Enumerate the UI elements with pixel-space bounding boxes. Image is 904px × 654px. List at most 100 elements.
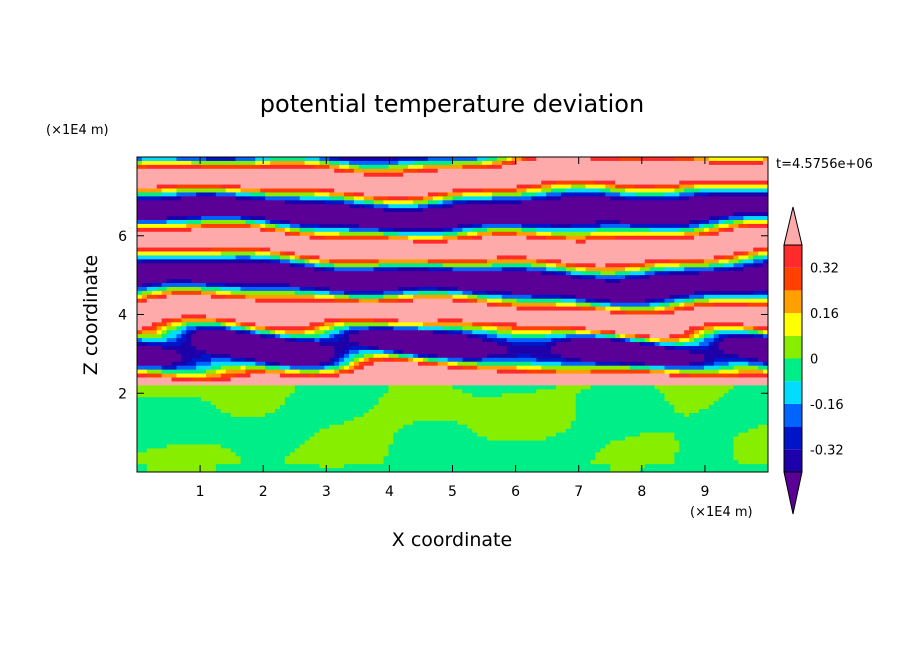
contour-cell bbox=[344, 353, 350, 359]
contour-cell bbox=[388, 204, 419, 209]
contour-cell bbox=[329, 290, 345, 296]
contour-cell bbox=[235, 196, 251, 201]
contour-cell bbox=[748, 428, 768, 434]
contour-cell bbox=[240, 184, 518, 190]
contour-cell bbox=[462, 330, 473, 335]
contour-cell bbox=[615, 330, 685, 335]
contour-cell bbox=[334, 369, 340, 375]
contour-cell bbox=[265, 334, 276, 339]
contour-cell bbox=[610, 440, 680, 446]
contour-cell bbox=[235, 330, 247, 335]
contour-cell bbox=[225, 294, 247, 300]
contour-cell bbox=[348, 204, 365, 209]
contour-cell bbox=[689, 361, 705, 367]
contour-cell bbox=[378, 263, 444, 268]
contour-cell bbox=[137, 428, 320, 434]
contour-cell bbox=[560, 338, 572, 343]
contour-cell bbox=[738, 460, 768, 465]
contour-cell bbox=[344, 464, 611, 469]
contour-cell bbox=[235, 452, 291, 457]
contour-cell bbox=[284, 401, 380, 406]
contour-cell bbox=[137, 235, 311, 241]
contour-cell bbox=[452, 200, 468, 205]
contour-cell bbox=[733, 212, 768, 217]
contour-cell bbox=[679, 369, 720, 375]
contour-cell bbox=[161, 188, 178, 194]
contour-cell bbox=[674, 342, 685, 347]
contour-cell bbox=[329, 259, 380, 264]
contour-cell bbox=[575, 239, 587, 245]
contour-cell bbox=[304, 330, 316, 335]
contour-cell bbox=[334, 353, 340, 359]
contour-cell bbox=[279, 405, 375, 410]
contour-cell bbox=[383, 208, 424, 213]
contour-cell bbox=[634, 338, 646, 343]
contour-cell bbox=[427, 353, 439, 359]
contour-cell bbox=[610, 330, 616, 335]
contour-cell bbox=[427, 259, 488, 264]
contour-cell bbox=[496, 326, 513, 331]
contour-cell bbox=[314, 286, 330, 292]
contour-cell bbox=[580, 357, 705, 363]
contour-cell bbox=[659, 342, 675, 347]
contour-cell bbox=[575, 397, 666, 402]
contour-cell bbox=[398, 286, 419, 292]
contour-cell bbox=[171, 361, 187, 367]
contour-cell bbox=[250, 373, 281, 379]
contour-cell bbox=[595, 456, 675, 461]
contour-cell bbox=[605, 184, 616, 190]
contour-cell bbox=[733, 456, 768, 461]
contour-cell bbox=[546, 334, 567, 339]
colorbar-label: 0.16 bbox=[810, 307, 839, 322]
contour-cell bbox=[245, 322, 256, 327]
contour-cell bbox=[487, 302, 498, 308]
contour-cell bbox=[605, 306, 621, 312]
contour-cell bbox=[689, 196, 768, 201]
x-tick-label: 3 bbox=[322, 484, 331, 500]
y-axis: 2 4 6 bbox=[118, 229, 768, 402]
contour-cell bbox=[703, 259, 720, 264]
contour-cell bbox=[516, 188, 528, 194]
contour-cell bbox=[181, 330, 187, 335]
contour-cell bbox=[575, 267, 587, 272]
contour-cell bbox=[329, 196, 345, 201]
contour-cell bbox=[398, 353, 409, 359]
contour-cell bbox=[728, 389, 768, 394]
contour-cell bbox=[250, 216, 266, 221]
contour-cell bbox=[279, 365, 291, 371]
contour-cell bbox=[137, 259, 143, 264]
contour-cell bbox=[560, 298, 577, 304]
contour-cell bbox=[723, 263, 735, 268]
contour-cell bbox=[610, 196, 626, 201]
contour-cell bbox=[763, 255, 768, 260]
contour-cell bbox=[487, 164, 503, 170]
contour-cell bbox=[689, 349, 725, 355]
contour-cell bbox=[491, 322, 518, 327]
contour-cell bbox=[590, 369, 651, 375]
contour-cell bbox=[191, 279, 606, 284]
contour-cell bbox=[575, 405, 675, 410]
contour-cell bbox=[270, 255, 281, 260]
contour-cell bbox=[137, 314, 182, 320]
contour-cell bbox=[255, 330, 261, 335]
contour-cell bbox=[196, 330, 237, 335]
contour-cell bbox=[166, 286, 202, 292]
contour-cell bbox=[348, 346, 370, 351]
contour-cell bbox=[432, 196, 444, 201]
contour-cell bbox=[151, 326, 158, 331]
contour-cell bbox=[723, 349, 768, 355]
contour-cell bbox=[437, 168, 768, 174]
contour-cell bbox=[733, 452, 768, 457]
contour-cell bbox=[669, 334, 680, 339]
contour-cell bbox=[526, 157, 537, 162]
contour-cell bbox=[289, 452, 390, 457]
contour-cell bbox=[733, 440, 768, 446]
contour-cell bbox=[314, 330, 325, 335]
contour-cell bbox=[210, 357, 232, 363]
contour-cell bbox=[245, 369, 266, 375]
contour-cell bbox=[339, 330, 345, 335]
contour-cell bbox=[654, 184, 680, 190]
contour-cell bbox=[511, 326, 572, 331]
contour-cell bbox=[137, 286, 148, 292]
contour-cell bbox=[427, 200, 439, 205]
